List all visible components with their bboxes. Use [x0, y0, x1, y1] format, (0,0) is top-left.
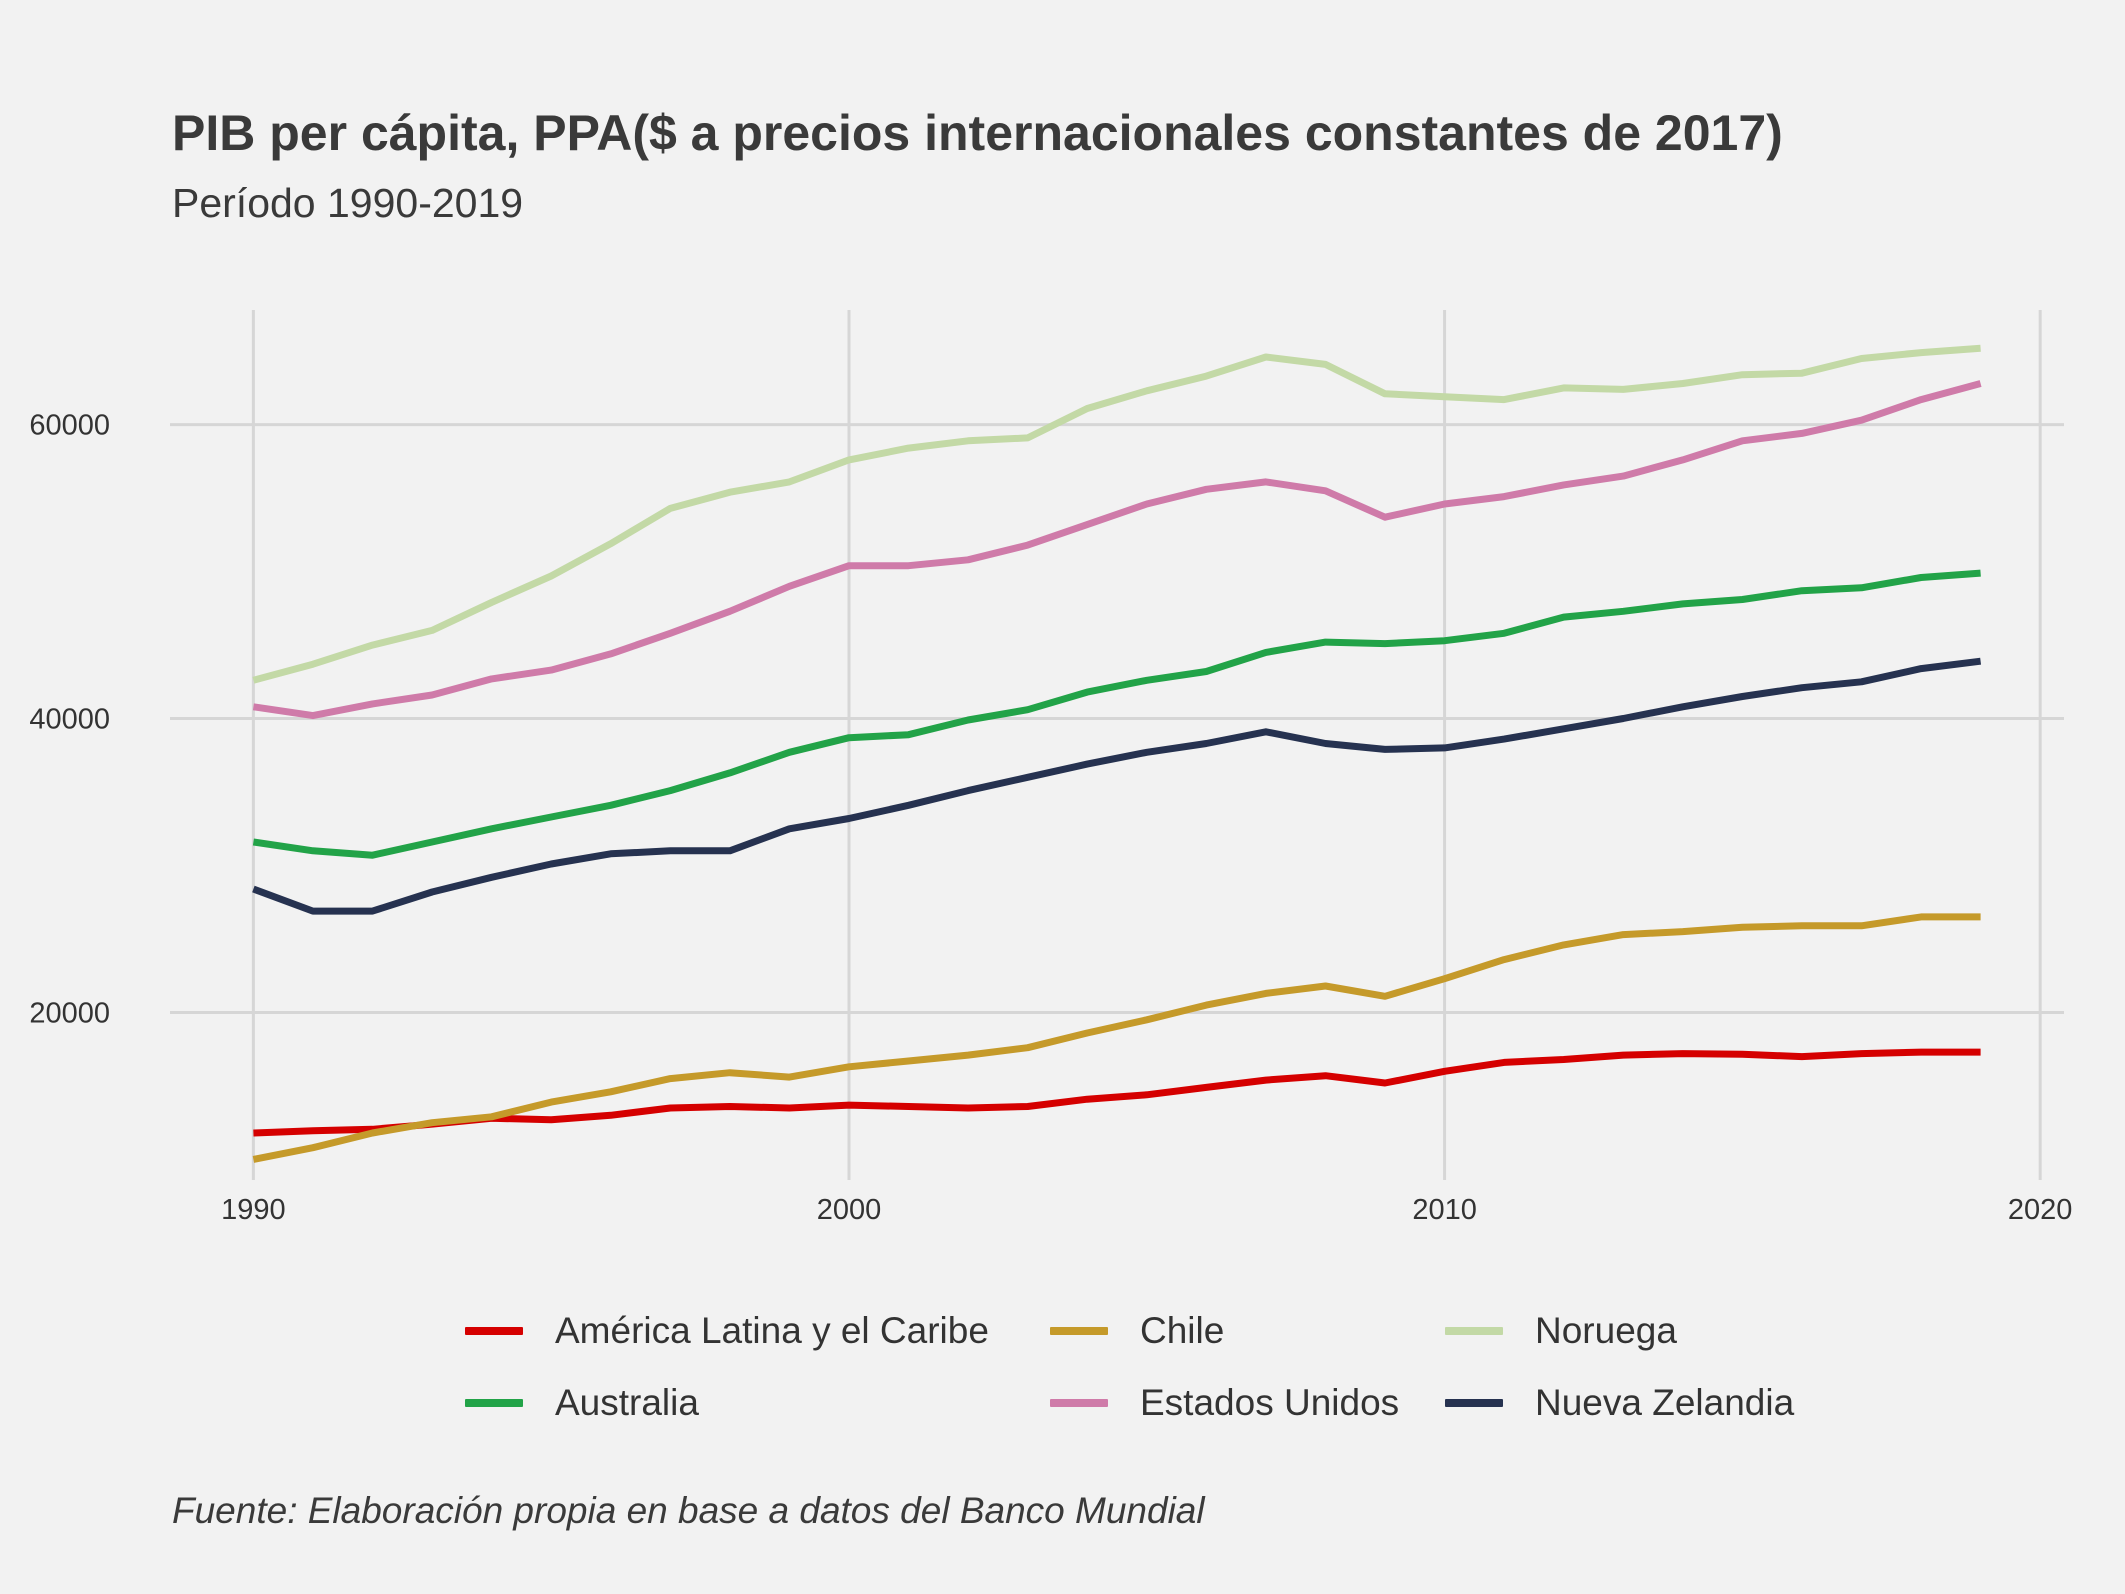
legend-item-chile: Chile	[1050, 1310, 1224, 1352]
chart-title: PIB per cápita, PPA($ a precios internac…	[172, 105, 1783, 161]
legend-label: Chile	[1140, 1310, 1225, 1351]
series-line-chile	[252, 913, 1981, 1163]
legend-swatch	[465, 1327, 523, 1335]
legend-item-america-latina-y-el-caribe: América Latina y el Caribe	[465, 1310, 989, 1352]
legend-swatch	[1445, 1327, 1503, 1335]
legend-label: América Latina y el Caribe	[555, 1310, 989, 1351]
chart-caption: Fuente: Elaboración propia en base a dat…	[172, 1490, 1205, 1531]
chart-subtitle: Período 1990-2019	[172, 180, 524, 226]
legend-item-nueva-zelandia: Nueva Zelandia	[1445, 1382, 1794, 1424]
x-tick-label: 2020	[2008, 1194, 2073, 1226]
legend-swatch	[1445, 1399, 1503, 1407]
legend-item-noruega: Noruega	[1445, 1310, 1677, 1352]
legend-label: Noruega	[1535, 1310, 1677, 1351]
axis-tick-labels: 20000 40000 60000 1990 2000 2010 2020	[29, 410, 2072, 1226]
x-tick-label: 1990	[221, 1194, 286, 1226]
legend-item-australia: Australia	[465, 1382, 699, 1424]
y-tick-label: 20000	[29, 997, 110, 1029]
y-tick-label: 40000	[29, 704, 110, 736]
legend: América Latina y el Caribe Chile Noruega Au…	[465, 1310, 1865, 1460]
legend-label: Nueva Zelandia	[1535, 1382, 1795, 1423]
series-line-america-latina-y-el-caribe	[253, 1048, 1981, 1137]
legend-swatch	[1050, 1327, 1108, 1335]
legend-swatch	[1050, 1399, 1108, 1407]
x-tick-label: 2010	[1412, 1194, 1477, 1226]
series-line-nueva-zelandia	[252, 657, 1982, 915]
grid-lines	[170, 310, 2064, 1180]
x-tick-label: 2000	[817, 1194, 882, 1226]
series-line-noruega	[252, 344, 1981, 684]
series-lines	[252, 344, 1982, 1163]
series-line-estados-unidos	[252, 380, 1982, 720]
legend-item-estados-unidos: Estados Unidos	[1050, 1382, 1399, 1424]
legend-swatch	[465, 1399, 523, 1407]
legend-label: Estados Unidos	[1140, 1382, 1400, 1423]
line-chart: 20000 40000 60000 1990 2000 2010 2020	[29, 310, 2072, 1226]
series-line-australia	[252, 569, 1981, 859]
legend-label: Australia	[555, 1382, 699, 1423]
y-tick-label: 60000	[29, 410, 110, 442]
